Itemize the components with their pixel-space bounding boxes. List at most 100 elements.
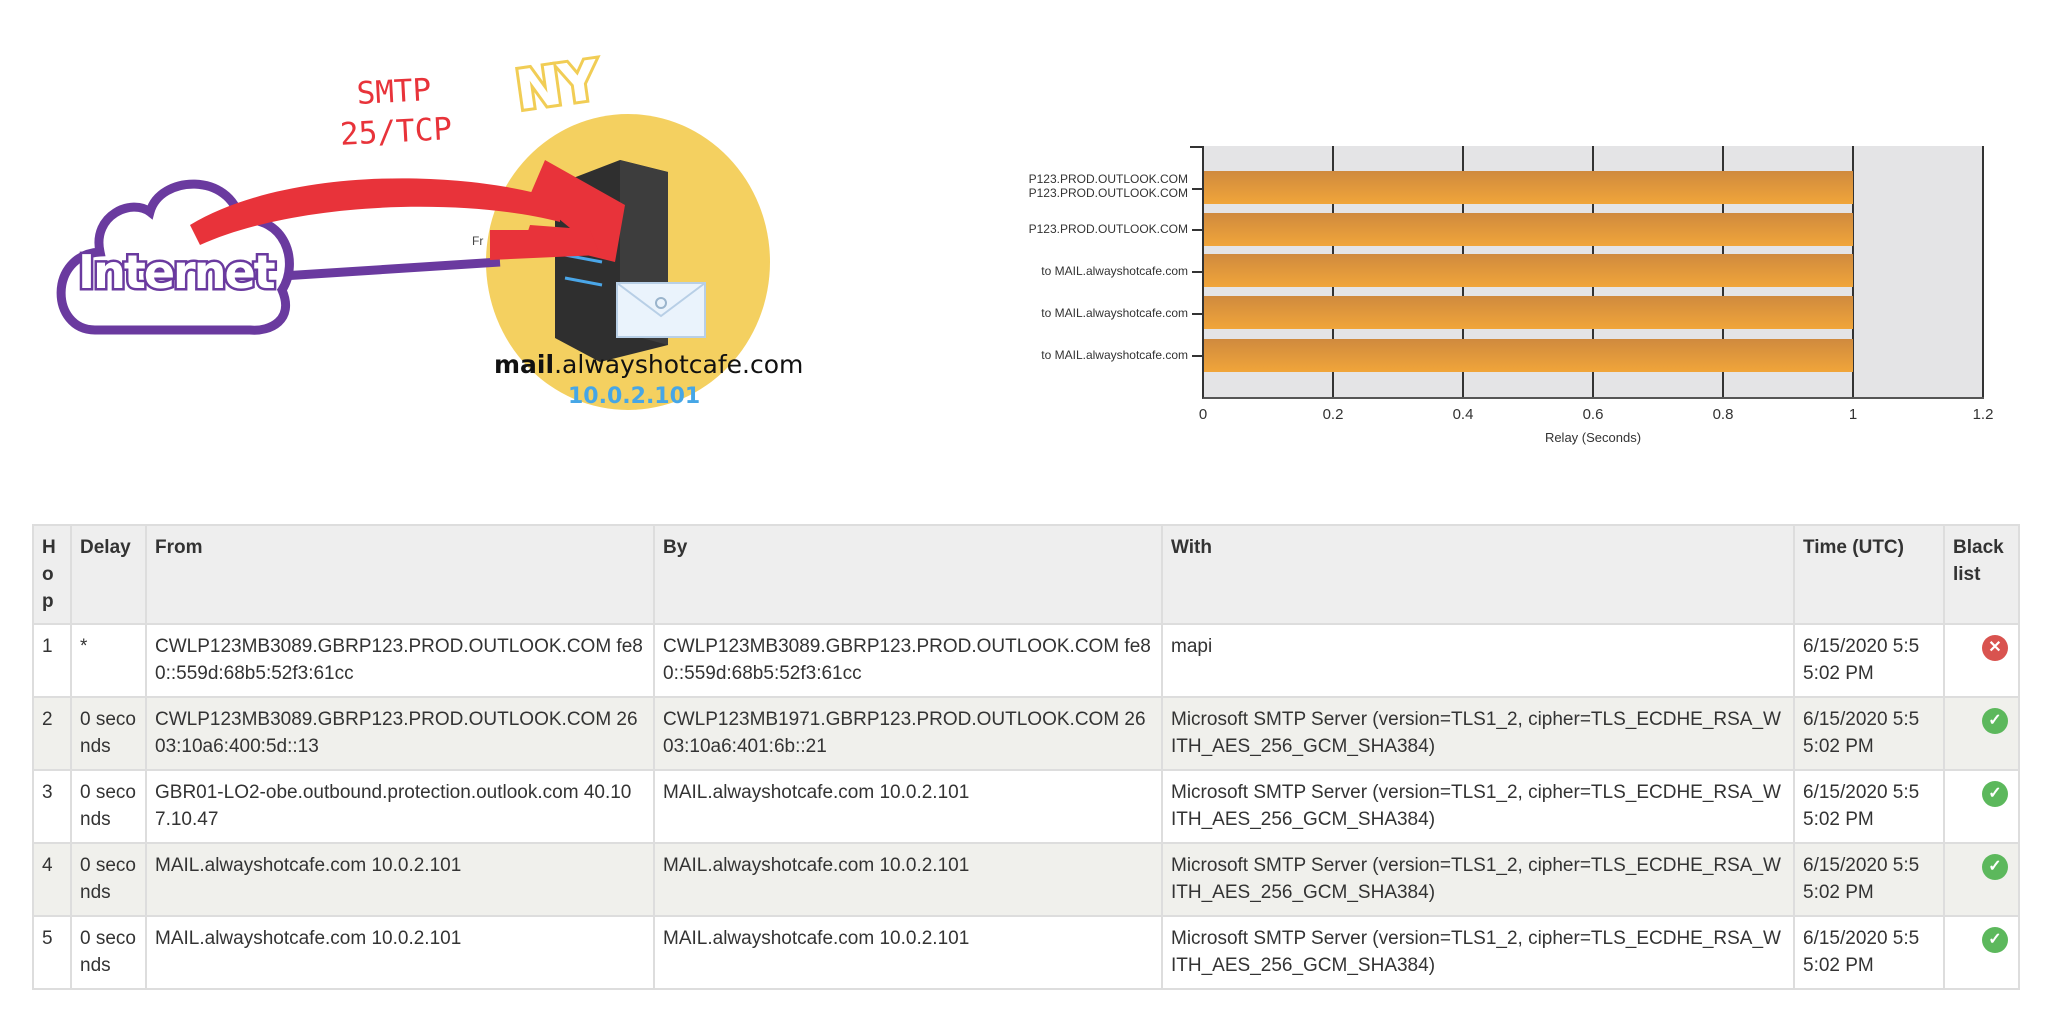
cell-by: MAIL.alwayshotcafe.com 10.0.2.101 bbox=[653, 769, 1163, 844]
y-axis-label: to MAIL.alwayshotcafe.com bbox=[1041, 306, 1188, 320]
cell-delay: 0 seconds bbox=[70, 842, 147, 917]
cell-with: Microsoft SMTP Server (version=TLS1_2, c… bbox=[1161, 915, 1795, 990]
header-blacklist: Black list bbox=[1943, 524, 2020, 625]
chart-bar bbox=[1204, 339, 1853, 372]
x-axis-tick-label: 0.6 bbox=[1582, 406, 1604, 423]
server-hostname-prefix: mail bbox=[494, 350, 555, 379]
x-axis-tick-label: 1 bbox=[1848, 406, 1858, 423]
table-row: 3 0 seconds GBR01-LO2-obe.outbound.prote… bbox=[32, 769, 2020, 844]
cell-from: GBR01-LO2-obe.outbound.protection.outloo… bbox=[145, 769, 655, 844]
gridline bbox=[1852, 146, 1854, 397]
x-axis-tick-label: 0.8 bbox=[1712, 406, 1734, 423]
header-from: From bbox=[145, 524, 655, 625]
cell-with: mapi bbox=[1161, 623, 1795, 698]
chart-bar bbox=[1204, 213, 1853, 246]
y-axis-label: P123.PROD.OUTLOOK.COM bbox=[1028, 222, 1188, 236]
partial-label: Fr bbox=[472, 234, 484, 248]
cell-delay: 0 seconds bbox=[70, 696, 147, 771]
hops-table-container: H o p Delay From By With Time (UTC) Blac… bbox=[32, 524, 2020, 990]
header-by: By bbox=[653, 524, 1163, 625]
blacklisted-x-icon[interactable]: ✕ bbox=[1982, 635, 2008, 661]
check-circle-icon[interactable]: ✓ bbox=[1982, 927, 2008, 953]
protocol-port: 25/TCP bbox=[339, 111, 453, 153]
cell-delay: 0 seconds bbox=[70, 915, 147, 990]
cell-time: 6/15/2020 5:55:02 PM bbox=[1793, 623, 1945, 698]
y-axis-tick bbox=[1192, 188, 1202, 190]
cell-hop: 2 bbox=[32, 696, 72, 771]
cell-blacklist: ✓ bbox=[1943, 915, 2020, 990]
x-axis-tick-label: 0 bbox=[1198, 406, 1208, 423]
cell-blacklist: ✓ bbox=[1943, 696, 2020, 771]
cell-time: 6/15/2020 5:55:02 PM bbox=[1793, 842, 1945, 917]
x-axis-title: Relay (Seconds) bbox=[1544, 430, 1642, 445]
y-axis-tick bbox=[1192, 271, 1202, 273]
protocol-label: SMTP 25/TCP bbox=[328, 69, 462, 156]
x-axis-tick-label: 1.2 bbox=[1972, 406, 1994, 423]
location-label: NY bbox=[509, 46, 603, 126]
cell-by: CWLP123MB3089.GBRP123.PROD.OUTLOOK.COM f… bbox=[653, 623, 1163, 698]
cell-from: CWLP123MB3089.GBRP123.PROD.OUTLOOK.COM f… bbox=[145, 623, 655, 698]
cell-blacklist: ✕ bbox=[1943, 623, 2020, 698]
cell-by: MAIL.alwayshotcafe.com 10.0.2.101 bbox=[653, 915, 1163, 990]
cell-hop: 4 bbox=[32, 842, 72, 917]
chart-bar bbox=[1204, 171, 1853, 204]
header-delay: Delay bbox=[70, 524, 147, 625]
cell-from: CWLP123MB3089.GBRP123.PROD.OUTLOOK.COM 2… bbox=[145, 696, 655, 771]
hops-table: H o p Delay From By With Time (UTC) Blac… bbox=[32, 524, 2020, 990]
y-axis-top-tick bbox=[1190, 146, 1202, 148]
table-row: 5 0 seconds MAIL.alwayshotcafe.com 10.0.… bbox=[32, 915, 2020, 990]
y-axis-label: to MAIL.alwayshotcafe.com bbox=[1041, 348, 1188, 362]
y-axis-tick bbox=[1192, 229, 1202, 231]
protocol-name: SMTP bbox=[355, 72, 433, 112]
gridline bbox=[1982, 146, 1984, 397]
cell-hop: 1 bbox=[32, 623, 72, 698]
y-axis-label-line: P123.PROD.OUTLOOK.COM bbox=[1028, 186, 1188, 200]
y-axis-label: P123.PROD.OUTLOOK.COM P123.PROD.OUTLOOK.… bbox=[1029, 172, 1188, 200]
cloud-label: Internet bbox=[76, 243, 279, 302]
header-hop: H o p bbox=[32, 524, 72, 625]
server-hostname-domain: .alwayshotcafe.com bbox=[554, 350, 804, 379]
y-axis-tick bbox=[1192, 313, 1202, 315]
cell-delay: * bbox=[70, 623, 147, 698]
y-axis-tick bbox=[1192, 355, 1202, 357]
chart-bar bbox=[1204, 254, 1853, 287]
cell-blacklist: ✓ bbox=[1943, 842, 2020, 917]
server-hostname: mail.alwayshotcafe.com bbox=[494, 350, 803, 379]
cell-hop: 3 bbox=[32, 769, 72, 844]
check-circle-icon[interactable]: ✓ bbox=[1982, 781, 2008, 807]
smtp-arrow-icon bbox=[190, 160, 625, 262]
mail-envelope-icon bbox=[616, 282, 706, 338]
cell-time: 6/15/2020 5:55:02 PM bbox=[1793, 915, 1945, 990]
network-diagram: SMTP 25/TCP NY Internet Fr mail.alwaysho… bbox=[0, 0, 803, 450]
table-row: 4 0 seconds MAIL.alwayshotcafe.com 10.0.… bbox=[32, 842, 2020, 917]
cell-with: Microsoft SMTP Server (version=TLS1_2, c… bbox=[1161, 769, 1795, 844]
relay-chart: P123.PROD.OUTLOOK.COM P123.PROD.OUTLOOK.… bbox=[1000, 130, 2048, 460]
table-row: 2 0 seconds CWLP123MB3089.GBRP123.PROD.O… bbox=[32, 696, 2020, 771]
cell-by: MAIL.alwayshotcafe.com 10.0.2.101 bbox=[653, 842, 1163, 917]
cell-with: Microsoft SMTP Server (version=TLS1_2, c… bbox=[1161, 696, 1795, 771]
cell-from: MAIL.alwayshotcafe.com 10.0.2.101 bbox=[145, 842, 655, 917]
cell-time: 6/15/2020 5:55:02 PM bbox=[1793, 769, 1945, 844]
cell-from: MAIL.alwayshotcafe.com 10.0.2.101 bbox=[145, 915, 655, 990]
check-circle-icon[interactable]: ✓ bbox=[1982, 854, 2008, 880]
server-ip: 10.0.2.101 bbox=[568, 384, 701, 409]
y-axis-label: to MAIL.alwayshotcafe.com bbox=[1041, 264, 1188, 278]
network-link-line bbox=[281, 257, 501, 281]
header-with: With bbox=[1161, 524, 1795, 625]
x-axis-tick-label: 0.4 bbox=[1452, 406, 1474, 423]
header-time: Time (UTC) bbox=[1793, 524, 1945, 625]
x-axis-tick-label: 0.2 bbox=[1322, 406, 1344, 423]
cell-blacklist: ✓ bbox=[1943, 769, 2020, 844]
cell-hop: 5 bbox=[32, 915, 72, 990]
chart-bar bbox=[1204, 296, 1853, 329]
diagram-graphics bbox=[56, 114, 770, 410]
cell-by: CWLP123MB1971.GBRP123.PROD.OUTLOOK.COM 2… bbox=[653, 696, 1163, 771]
y-axis-label-line: P123.PROD.OUTLOOK.COM bbox=[1028, 172, 1188, 186]
table-row: 1 * CWLP123MB3089.GBRP123.PROD.OUTLOOK.C… bbox=[32, 623, 2020, 698]
cell-delay: 0 seconds bbox=[70, 769, 147, 844]
check-circle-icon[interactable]: ✓ bbox=[1982, 708, 2008, 734]
table-header-row: H o p Delay From By With Time (UTC) Blac… bbox=[32, 524, 2020, 625]
cell-with: Microsoft SMTP Server (version=TLS1_2, c… bbox=[1161, 842, 1795, 917]
cell-time: 6/15/2020 5:55:02 PM bbox=[1793, 696, 1945, 771]
chart-plot-area bbox=[1202, 146, 1984, 399]
